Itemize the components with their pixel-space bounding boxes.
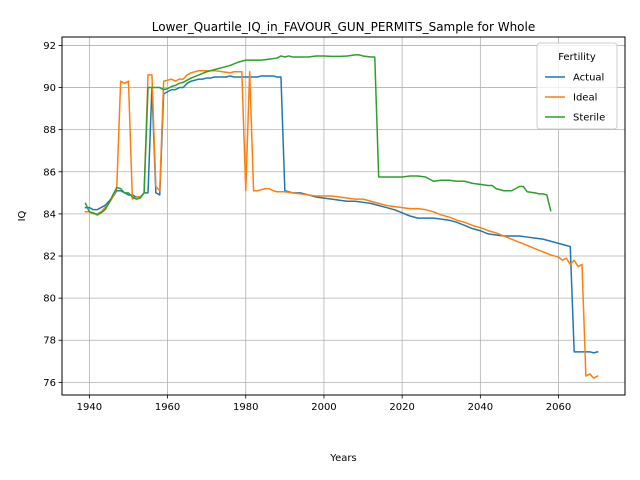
x-tick-label: 1960	[155, 402, 180, 413]
x-tick-label: 2020	[389, 402, 414, 413]
x-tick-label: 2060	[546, 402, 571, 413]
chart-title: Lower_Quartile_IQ_in_FAVOUR_GUN_PERMITS_…	[152, 20, 535, 34]
y-axis-ticks: 76 78 80 82 84 86 88 90 92	[43, 41, 62, 389]
legend-items: Actual Ideal Sterile	[545, 73, 605, 124]
y-tick-label: 86	[43, 167, 56, 178]
series-line-actual	[84, 75, 599, 354]
grid	[62, 37, 625, 395]
legend-label-actual: Actual	[573, 73, 604, 84]
x-tick-label: 1940	[77, 402, 102, 413]
series-line-sterile	[84, 54, 552, 216]
legend-label-ideal: Ideal	[573, 93, 597, 104]
y-tick-label: 82	[43, 252, 56, 263]
y-tick-label: 76	[43, 378, 56, 389]
legend-title: Fertility	[558, 52, 596, 63]
y-axis-label: IQ	[17, 210, 28, 221]
series-lines	[84, 54, 599, 379]
x-tick-label: 2040	[468, 402, 493, 413]
y-tick-label: 80	[43, 294, 56, 305]
y-tick-label: 88	[43, 125, 56, 136]
y-tick-label: 84	[43, 209, 56, 220]
x-axis-label: Years	[329, 453, 356, 464]
y-tick-label: 78	[43, 336, 56, 347]
x-tick-label: 1980	[233, 402, 258, 413]
y-tick-label: 92	[43, 41, 56, 52]
legend: Fertility Actual Ideal Sterile	[536, 42, 618, 130]
legend-label-sterile: Sterile	[573, 113, 605, 124]
plot-frame	[61, 36, 626, 396]
x-tick-label: 2000	[311, 402, 336, 413]
x-axis-ticks: 1940 1960 1980 2000 2020 2040 2060	[77, 395, 571, 413]
legend-box	[536, 42, 618, 130]
y-tick-label: 90	[43, 83, 56, 94]
